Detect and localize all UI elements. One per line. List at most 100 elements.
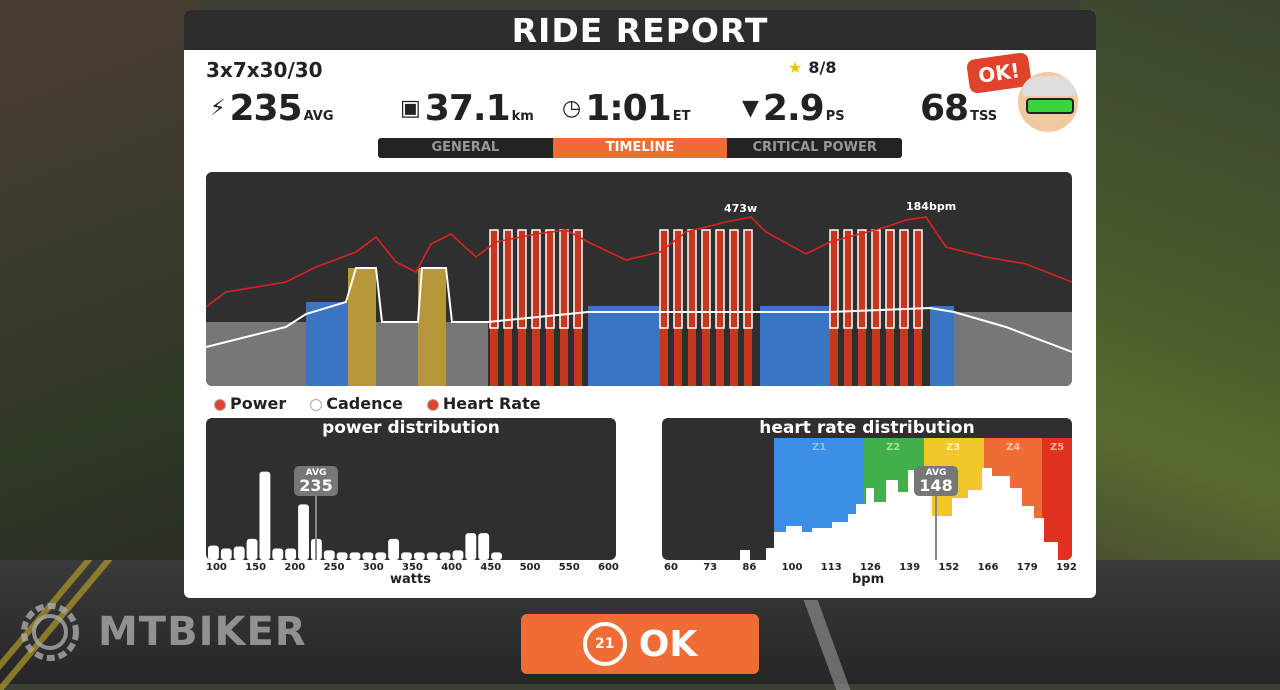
power-bar (336, 552, 348, 560)
hr-distribution-area (740, 468, 1058, 560)
tick-label: 192 (1056, 562, 1077, 573)
power-bar (401, 552, 412, 560)
power-stat: ⚡ 235 AVG (210, 88, 334, 129)
tick-label: 500 (519, 562, 541, 573)
power-bar (208, 545, 219, 560)
stars-value: 8/8 (808, 58, 837, 77)
avatar (1018, 72, 1078, 132)
interval-outline (517, 229, 527, 329)
interval-outline (545, 229, 555, 329)
tick-label: 150 (245, 562, 267, 573)
hr-avg-badge: AVG 148 (914, 466, 958, 496)
time-value: 1:01 (585, 88, 672, 129)
tick-label: 300 (362, 562, 384, 573)
hr-axis-label: bpm (852, 572, 885, 587)
peak-power-label: 473w (724, 202, 757, 215)
interval-bar (504, 230, 512, 386)
interval-bar (858, 230, 866, 386)
power-bar (272, 548, 284, 560)
lightning-icon: ⚡ (210, 96, 226, 121)
interval-bar (716, 230, 724, 386)
pizza-stat: ▼ 2.9 PS (742, 88, 845, 129)
power-bar (478, 533, 490, 560)
tick-label: 100 (781, 562, 803, 573)
chart-legend: Power Cadence Heart Rate (214, 394, 541, 413)
power-bar (349, 552, 361, 560)
power-value: 235 (229, 88, 302, 129)
power-bar (246, 538, 258, 560)
distance-stat: ▣ 37.1 km (400, 88, 534, 129)
power-bar (233, 546, 245, 560)
power-bar (323, 550, 335, 560)
tick-label: 139 (899, 562, 921, 573)
interval-outline (857, 229, 867, 329)
heart-rate-line (206, 216, 1072, 308)
avg-label: AVG (305, 468, 327, 478)
ride-report-panel: RIDE REPORT 3x7x30/30 ★ 8/8 ⚡ 235 AVG ▣ 3… (184, 10, 1096, 598)
legend-heart-rate[interactable]: Heart Rate (426, 394, 541, 413)
interval-bar (900, 230, 908, 386)
legend-label: Heart Rate (442, 394, 541, 413)
zone-label: Z3 (946, 442, 960, 453)
zone-block (954, 312, 1072, 386)
tick-label: 113 (820, 562, 842, 573)
interval-outline (899, 229, 909, 329)
cadence-line (206, 267, 1072, 353)
zone-block (348, 268, 376, 386)
tick-label: 450 (480, 562, 502, 573)
interval-outline (829, 229, 839, 329)
legend-power[interactable]: Power (214, 394, 286, 413)
power-distribution-chart: power distribution AVG 235 (206, 418, 616, 560)
tick-label: 60 (664, 562, 678, 573)
interval-outline (729, 229, 739, 329)
tab-general[interactable]: GENERAL (431, 140, 500, 155)
interval-bar (518, 230, 526, 386)
interval-outline (531, 229, 541, 329)
tick-label: 250 (323, 562, 345, 573)
tick-label: 179 (1016, 562, 1038, 573)
interval-bar (730, 230, 738, 386)
interval-bars (489, 229, 923, 386)
hr-distribution-svg: Z1 Z2 Z3 Z4 Z5 (740, 438, 1072, 560)
interval-bar (702, 230, 710, 386)
interval-outline (843, 229, 853, 329)
countdown-timer: 21 (582, 622, 627, 666)
ok-button[interactable]: 21 OK (521, 614, 759, 674)
tick-label: 86 (742, 562, 757, 573)
zone-block (206, 322, 306, 386)
avg-value: 235 (299, 476, 333, 495)
zone-label: Z2 (886, 442, 900, 453)
zone-blocks (206, 268, 1072, 386)
power-bar (362, 552, 374, 560)
tick-label: 100 (206, 562, 227, 573)
tab-timeline[interactable]: TIMELINE (552, 138, 728, 158)
distance-unit: km (511, 109, 534, 124)
pizza-value: 2.9 (762, 88, 825, 129)
tick-label: 350 (402, 562, 423, 573)
interval-outline (573, 229, 583, 329)
tss-value: 68 (920, 88, 969, 129)
power-unit: AVG (303, 109, 334, 124)
legend-cadence[interactable]: Cadence (310, 394, 403, 413)
interval-bar (744, 230, 752, 386)
workout-name: 3x7x30/30 (206, 58, 323, 82)
watermark-logo: MTBIKER (14, 596, 307, 668)
interval-outline (673, 229, 683, 329)
timeline-svg: 473w 184bpm (206, 200, 1072, 386)
watermark-text: MTBIKER (98, 609, 307, 655)
glasses-icon (1026, 98, 1074, 114)
interval-bar (830, 230, 838, 386)
zone-block (418, 268, 446, 386)
power-bar (285, 548, 297, 560)
interval-outline (885, 229, 895, 329)
page-title: RIDE REPORT (184, 10, 1096, 50)
stars-count: ★ 8/8 (788, 58, 836, 77)
interval-outline (503, 229, 513, 329)
time-stat: ◷ 1:01 ET (562, 88, 691, 129)
interval-bar (674, 230, 682, 386)
tab-critical-power[interactable]: CRITICAL POWER (752, 140, 877, 155)
interval-bar (872, 230, 880, 386)
power-bar (491, 552, 502, 560)
legend-label: Cadence (326, 394, 403, 413)
timeline-chart: 473w 184bpm (206, 172, 1072, 386)
